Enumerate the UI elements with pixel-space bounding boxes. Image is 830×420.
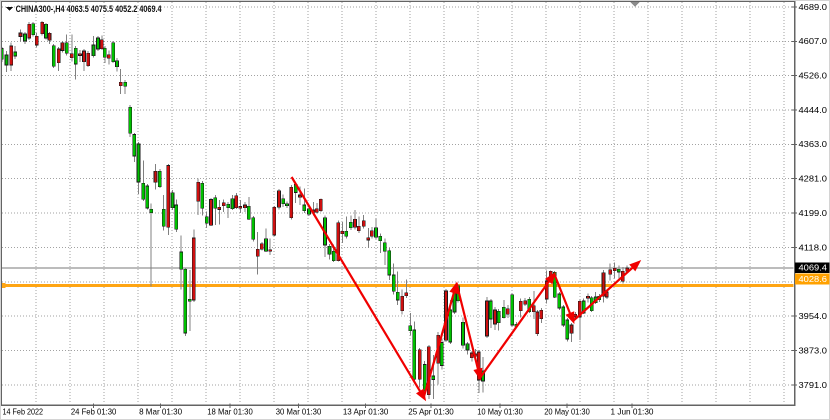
svg-text:1 Jun 01:30: 1 Jun 01:30 (611, 407, 654, 416)
svg-text:4363.0: 4363.0 (799, 140, 828, 149)
svg-text:4028.6: 4028.6 (799, 275, 828, 284)
svg-text:25 Apr 01:30: 25 Apr 01:30 (408, 407, 454, 416)
svg-text:4069.4: 4069.4 (799, 264, 828, 273)
svg-text:3954.0: 3954.0 (799, 312, 828, 321)
svg-text:3873.0: 3873.0 (799, 346, 828, 355)
svg-text:13 Apr 01:30: 13 Apr 01:30 (343, 407, 389, 416)
svg-text:CHINA300-,H4 4063.5 4075.5 40: CHINA300-,H4 4063.5 4075.5 4052.2 4069.4 (16, 4, 162, 14)
svg-text:4607.0: 4607.0 (799, 37, 828, 46)
svg-text:4444.0: 4444.0 (799, 106, 828, 115)
svg-text:4281.0: 4281.0 (799, 175, 828, 184)
svg-text:18 Mar 01:30: 18 Mar 01:30 (207, 407, 253, 416)
svg-text:3791.0: 3791.0 (799, 381, 828, 390)
svg-text:4689.0: 4689.0 (799, 3, 828, 12)
svg-text:4118.0: 4118.0 (799, 243, 828, 252)
svg-text:14 Feb 2022: 14 Feb 2022 (3, 407, 44, 416)
svg-text:4199.0: 4199.0 (799, 209, 828, 218)
svg-text:24 Feb 01:30: 24 Feb 01:30 (71, 407, 117, 416)
svg-text:10 May 01:30: 10 May 01:30 (477, 407, 523, 416)
svg-text:30 Mar 01:30: 30 Mar 01:30 (276, 407, 322, 416)
svg-text:8 Mar 01:30: 8 Mar 01:30 (139, 407, 182, 416)
svg-text:4526.0: 4526.0 (799, 72, 828, 81)
svg-text:20 May 01:30: 20 May 01:30 (544, 407, 590, 416)
